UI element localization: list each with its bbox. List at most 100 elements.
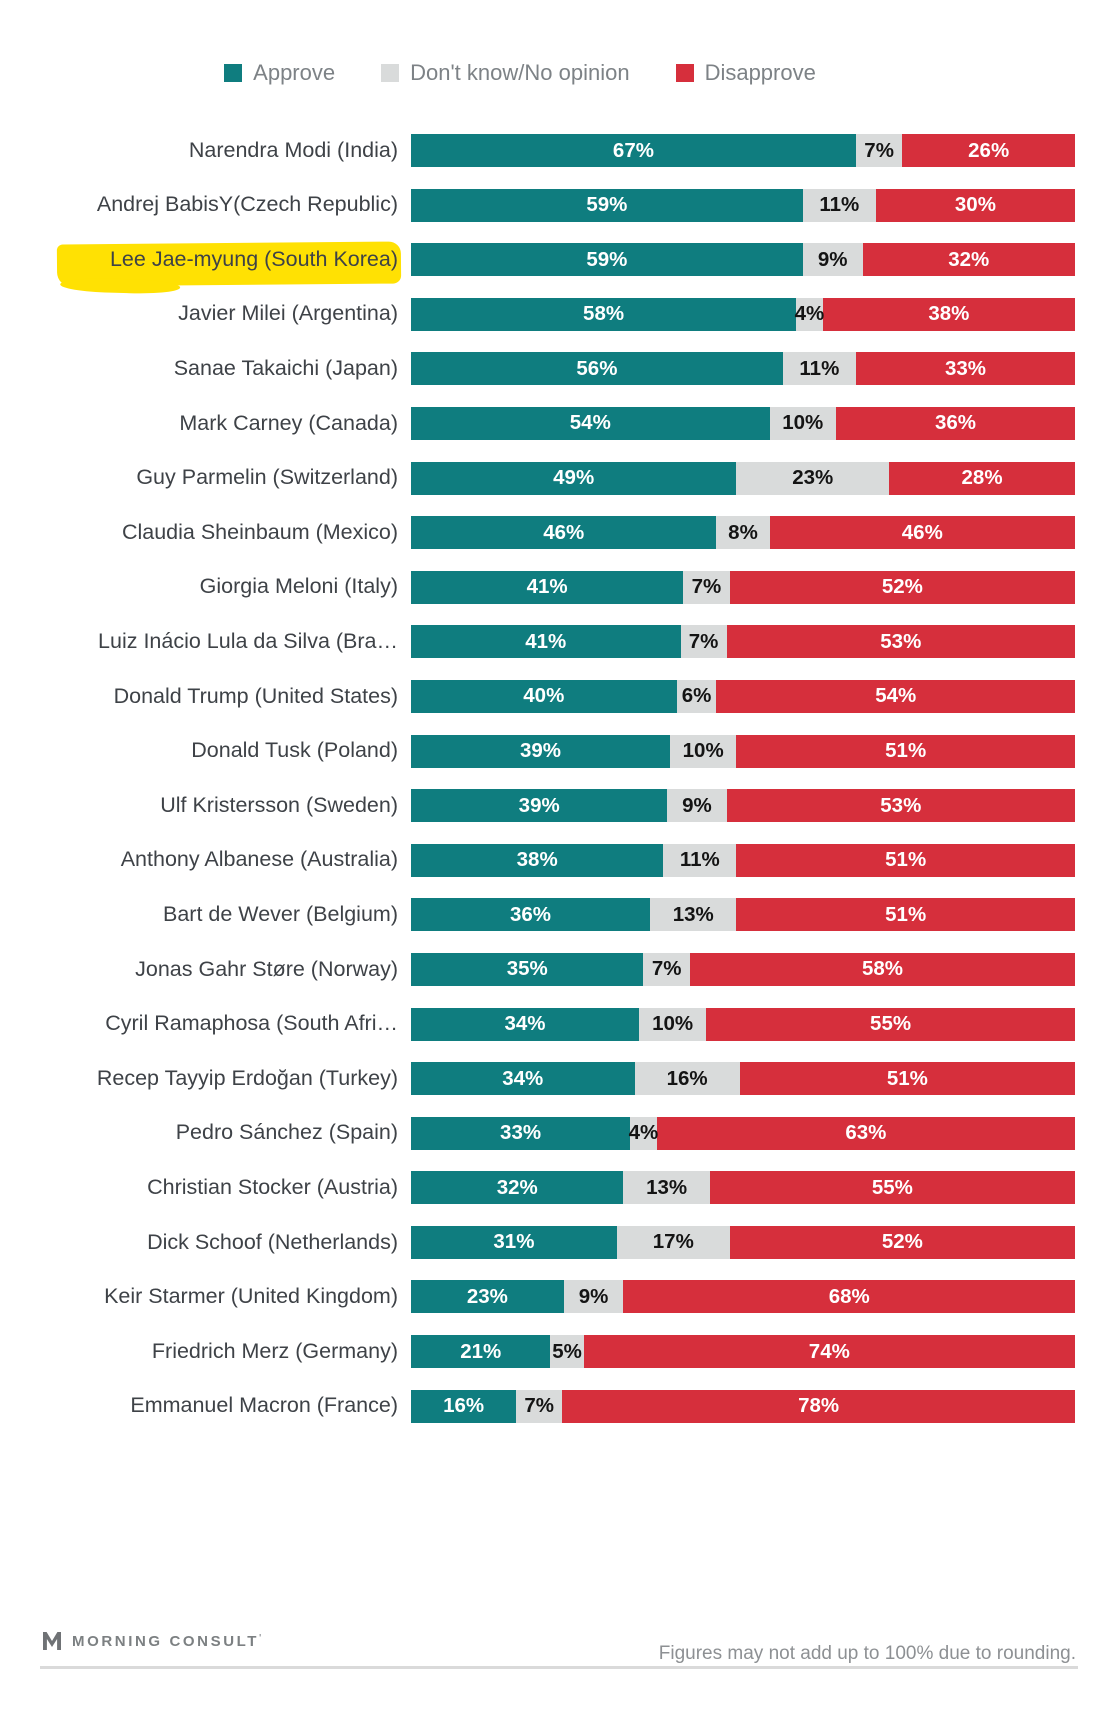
approve-value-label: 58% (583, 302, 625, 326)
approve-segment: 31% (411, 1225, 617, 1259)
disapprove-value-label: 63% (845, 1121, 887, 1145)
leader-row: Narendra Modi (India) 67% 7% 26% (0, 134, 1116, 167)
leader-row: Recep Tayyip Erdoğan (Turkey) 34% 16% 51% (0, 1062, 1116, 1096)
approve-segment: 59% (411, 188, 803, 222)
dk-segment: 4% (628, 1116, 659, 1150)
dk-segment: 13% (650, 898, 737, 932)
approve-value-label: 39% (519, 739, 561, 763)
dk-value-label: 7% (864, 138, 894, 162)
leader-label: Pedro Sánchez (Spain) (175, 1120, 398, 1145)
leader-label-cell: Andrej BabisY(Czech Republic) (0, 192, 398, 217)
approve-segment: 67% (411, 134, 856, 167)
disapprove-segment: 33% (855, 352, 1076, 386)
dk-value-label: 10% (652, 1012, 694, 1035)
leader-label: Guy Parmelin (Switzerland) (136, 465, 398, 490)
leader-label-cell: Ulf Kristersson (Sweden) (0, 793, 398, 818)
dk-segment: 7% (516, 1389, 563, 1423)
leader-row: Christian Stocker (Austria) 32% 13% 55% (0, 1171, 1116, 1205)
approve-value-label: 35% (506, 957, 548, 981)
stacked-bar: 16% 7% 78% (411, 1389, 1075, 1423)
stacked-bar: 54% 10% 36% (411, 406, 1076, 440)
approve-segment: 39% (411, 734, 670, 768)
approve-segment: 46% (411, 516, 717, 550)
dk-value-label: 4% (628, 1121, 659, 1145)
legend-swatch-approve (224, 64, 243, 82)
dk-value-label: 8% (728, 520, 758, 544)
dk-segment: 9% (563, 1280, 624, 1314)
disapprove-value-label: 26% (968, 138, 1010, 162)
disapprove-value-label: 46% (901, 520, 943, 544)
stacked-bar: 33% 4% 63% (411, 1116, 1075, 1150)
leader-label: Sanae Takaichi (Japan) (173, 356, 398, 381)
stacked-bar: 23% 9% 68% (411, 1280, 1075, 1314)
disapprove-value-label: 53% (880, 629, 922, 653)
dk-segment: 7% (855, 134, 903, 167)
stacked-bar: 41% 7% 52% (411, 570, 1075, 604)
legend-label: Disapprove (704, 60, 816, 85)
approve-value-label: 36% (510, 902, 552, 926)
approve-value-label: 41% (525, 629, 567, 653)
leader-label: Dick Schoof (Netherlands) (147, 1229, 398, 1254)
stacked-bar: 49% 23% 28% (411, 461, 1075, 495)
approve-segment: 34% (411, 1062, 635, 1096)
approve-segment: 41% (411, 625, 681, 659)
leader-label-cell: Emmanuel Macron (France) (0, 1394, 398, 1418)
legend-item-disapprove: Disapprove (675, 60, 816, 86)
dk-value-label: 11% (799, 356, 840, 380)
leader-row: Emmanuel Macron (France) 16% 7% 78% (0, 1389, 1116, 1423)
dk-segment: 9% (802, 243, 863, 277)
disapprove-segment: 54% (716, 679, 1075, 713)
leader-label: Emmanuel Macron (France) (130, 1393, 398, 1418)
leader-label-cell: Friedrich Merz (Germany) (0, 1339, 398, 1364)
morning-consult-logo-icon (43, 1632, 61, 1650)
stacked-bar: 40% 6% 54% (411, 679, 1075, 713)
disapprove-segment: 52% (729, 1225, 1075, 1259)
approve-segment: 16% (411, 1389, 517, 1423)
approve-segment: 59% (411, 243, 803, 277)
leader-row: Sanae Takaichi (Japan) 56% 11% 33% (0, 352, 1116, 386)
leader-row: Anthony Albanese (Australia) 38% 11% 51% (0, 843, 1116, 877)
disapprove-segment: 38% (822, 297, 1075, 331)
leader-label-cell: Jonas Gahr Støre (Norway) (0, 957, 398, 982)
disapprove-segment: 78% (562, 1389, 1075, 1423)
disapprove-value-label: 52% (881, 1230, 923, 1254)
leader-row: Donald Tusk (Poland) 39% 10% 51% (0, 734, 1116, 768)
dk-value-label: 10% (682, 739, 724, 763)
dk-segment: 7% (683, 570, 730, 604)
leader-row: Lee Jae-myung (South Korea) 59% 9% 32% (0, 241, 1116, 287)
leader-label: Bart de Wever (Belgium) (163, 901, 398, 926)
leader-label-cell: Claudia Sheinbaum (Mexico) (0, 520, 398, 545)
approve-value-label: 56% (576, 356, 618, 380)
approve-segment: 35% (411, 952, 644, 986)
dk-segment: 6% (676, 679, 717, 713)
dk-value-label: 11% (679, 848, 720, 872)
approve-value-label: 46% (543, 520, 585, 544)
stacked-bar: 38% 11% 51% (411, 843, 1075, 877)
leader-row: Andrej BabisY(Czech Republic) 59% 11% 30% (0, 188, 1116, 222)
disapprove-segment: 36% (835, 406, 1076, 440)
approve-segment: 21% (411, 1335, 551, 1369)
leader-label: Cyril Ramaphosa (South Afri… (105, 1011, 398, 1036)
disapprove-value-label: 55% (870, 1012, 912, 1035)
disapprove-value-label: 28% (961, 466, 1003, 490)
stacked-bar: 21% 5% 74% (411, 1335, 1075, 1369)
approve-segment: 34% (411, 1007, 640, 1041)
disapprove-value-label: 74% (808, 1339, 850, 1363)
dk-segment: 5% (550, 1335, 584, 1369)
leader-row: Mark Carney (Canada) 54% 10% 36% (0, 406, 1116, 440)
disapprove-value-label: 51% (885, 902, 927, 926)
legend-item-dk: Don't know/No opinion (381, 60, 630, 86)
disapprove-segment: 53% (726, 789, 1075, 823)
dk-value-label: 9% (817, 247, 848, 271)
leader-label-cell: Bart de Wever (Belgium) (0, 901, 398, 927)
leader-label: Recep Tayyip Erdoğan (Turkey) (96, 1065, 398, 1090)
footer-brand-label: MORNING CONSULT' (72, 1633, 265, 1650)
leader-label: Keir Starmer (United Kingdom) (104, 1284, 398, 1309)
dk-segment: 9% (667, 789, 727, 823)
dk-segment: 23% (736, 461, 890, 495)
disapprove-value-label: 54% (875, 684, 917, 708)
disapprove-segment: 32% (862, 243, 1076, 277)
stacked-bar: 39% 9% 53% (411, 789, 1075, 823)
dk-value-label: 10% (782, 411, 824, 435)
approve-value-label: 32% (496, 1175, 538, 1199)
